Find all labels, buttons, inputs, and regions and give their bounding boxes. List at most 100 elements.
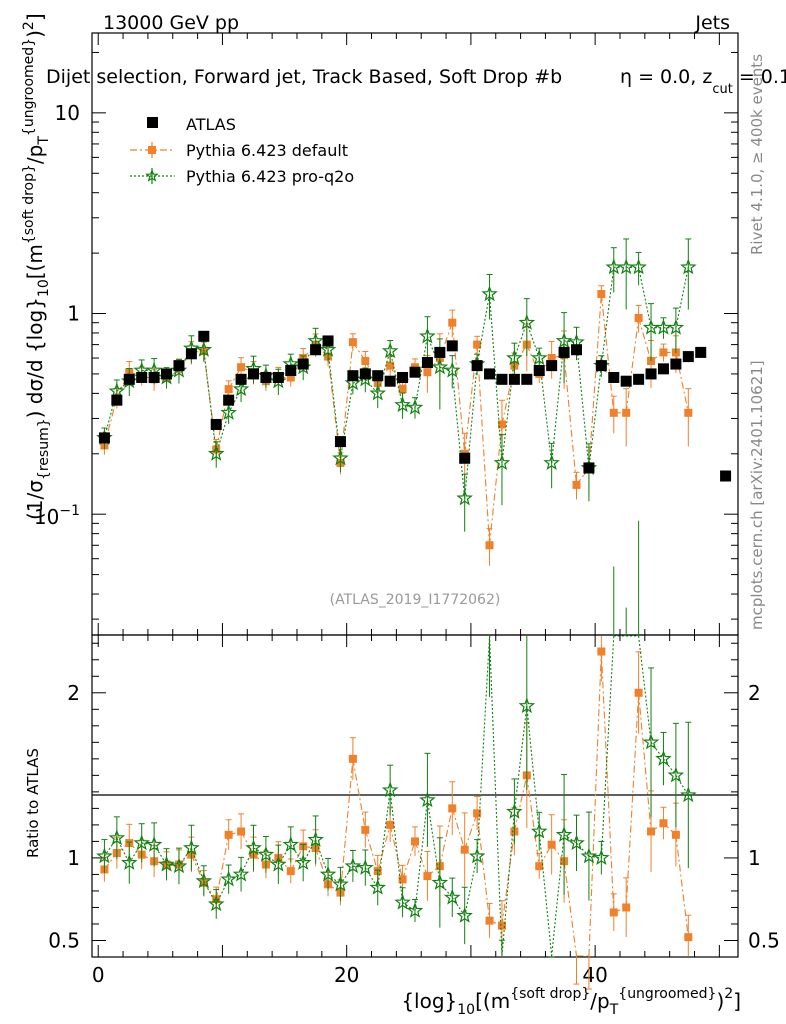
default-ratio-connector [638,692,652,832]
proq2o-main-point [543,454,560,471]
atlas-main-point [161,368,173,380]
proq2o-ratio-point [270,855,287,872]
default-ratio-connector [116,842,130,854]
proq2o-ratio-point [555,826,573,842]
atlas-main-point [595,360,607,372]
atlas-main-point [546,360,558,372]
proq2o-ratio-connector [476,635,491,857]
proq2o-ratio-connector [265,854,279,865]
proq2o-main-point [506,349,523,366]
ratio-y-tick-label: 0.5 [48,928,80,952]
proq2o-ratio-connector [389,790,404,903]
atlas-main-point [285,365,297,377]
proq2o-ratio-point [680,786,697,803]
proq2o-main-point [394,396,411,413]
proq2o-ratio-connector [327,874,341,885]
proq2o-ratio-connector [203,880,217,905]
atlas-main-point [235,373,247,385]
proq2o-ratio-point [506,802,523,819]
proq2o-main-point [232,380,250,397]
proq2o-ratio-connector [576,842,590,857]
default-ratio-point [684,933,693,942]
proq2o-ratio-connector [402,902,416,912]
x-tick-label: 40 [582,963,607,987]
proq2o-main-connector [464,363,478,499]
atlas-main-point [347,370,359,382]
atlas-main-point [185,348,197,360]
proq2o-main-connector [488,294,503,464]
proq2o-main-point [493,454,511,470]
atlas-main-point [657,363,669,375]
params-label: η = 0.0, zcut = 0.1 [620,66,786,97]
default-main-point [684,408,693,417]
proq2o-main-point [431,358,449,375]
x-axis-title: {log}10[(m{soft drop}/pT{ungroomed})2] [401,986,741,1018]
proq2o-main-point [419,327,436,344]
y-tick-label: 1 [67,302,80,326]
atlas-main-point [272,371,284,383]
atlas-main-point [372,370,384,382]
default-ratio-connector [389,824,404,880]
atlas-main-point [136,371,148,383]
proq2o-ratio-point [344,857,362,874]
atlas-main-point [322,335,334,347]
proq2o-main-point [332,449,349,466]
atlas-main-point [645,368,657,380]
proq2o-main-point [381,342,399,359]
proq2o-main-point [481,285,498,302]
proq2o-ratio-point [245,839,262,856]
default-ratio-connector [439,808,453,867]
atlas-main-point [384,375,396,387]
proq2o-ratio-point [183,839,200,856]
atlas-main-point [508,373,520,385]
atlas-main-point [446,340,458,352]
default-ratio-connector [253,854,267,865]
default-ratio-connector [675,834,689,938]
proq2o-main-point [207,445,225,461]
mcplots-note: mcplots.cern.ch [arXiv:2401.10621] [748,360,766,630]
proq2o-ratio-point [158,855,175,872]
default-ratio-connector [663,822,677,836]
proq2o-main-point [680,258,697,275]
proq2o-ratio-point [642,733,660,750]
default-ratio-connector [402,841,416,880]
atlas-main-point [223,394,235,406]
atlas-main-point [682,351,694,363]
proq2o-ratio-point [195,872,213,889]
default-ratio-connector [290,846,304,872]
atlas-main-point [670,358,682,370]
proq2o-ratio-connector [464,856,478,916]
default-ratio-connector [625,692,640,908]
proq2o-ratio-point [431,874,449,890]
default-main-connector [116,371,130,399]
proq2o-main-point [195,340,213,357]
proq2o-main-connector [675,267,689,328]
proq2o-main-point [108,382,126,399]
atlas-main-point [720,470,732,482]
selection-text: Dijet selection, Forward jet, Track Base… [46,66,562,88]
proq2o-main-point [456,489,473,506]
y-tick-label: 10−1 [34,503,80,529]
atlas-main-point [583,462,595,474]
proq2o-main-point [555,332,573,348]
proq2o-main-connector [501,357,515,464]
proq2o-ratio-point [357,859,374,875]
main-y-axis-title: (1/σ{resum}) dσ/d {log}10[(m{soft drop}/… [21,13,52,520]
atlas-main-point [198,330,210,342]
atlas-main-point [98,432,110,444]
proq2o-ratio-point [319,865,337,882]
legend: ATLAS Pythia 6.423 default Pythia 6.423 … [130,115,354,186]
default-ratio-connector [352,758,366,830]
atlas-main-point [633,373,645,385]
legend-proq2o-marker [145,168,159,182]
proq2o-ratio-connector [215,879,230,905]
proq2o-ratio-point [456,906,473,923]
proq2o-ratio-point [406,902,424,918]
proq2o-ratio-point [332,875,349,892]
default-ratio-connector [178,854,192,865]
atlas-main-point [248,368,259,380]
selection-title: Dijet selection, Forward jet, Track Base… [46,66,562,88]
proq2o-main-connector [364,378,379,394]
proq2o-ratio-point [369,878,387,895]
params-tail: = 0.1 [733,66,786,88]
